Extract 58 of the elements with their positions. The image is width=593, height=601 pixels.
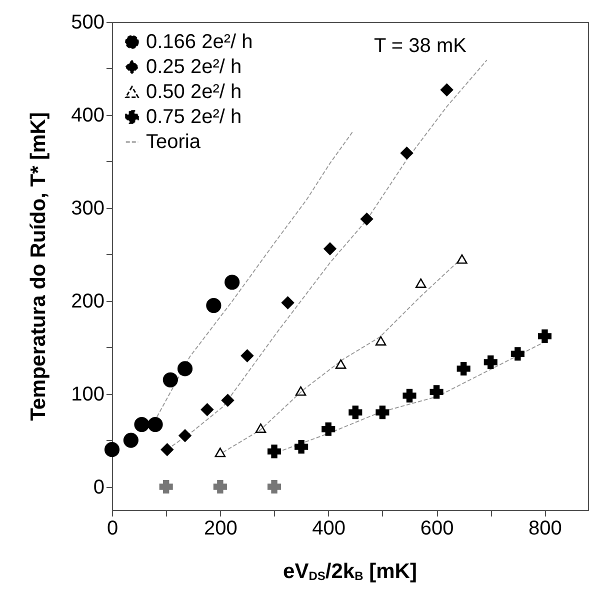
point [456,254,468,264]
point [178,429,192,442]
point [430,385,444,399]
y-tick-label: 300 [71,197,104,220]
point [162,372,178,388]
y-tick-label: 100 [71,383,104,406]
point [255,423,266,433]
x-tick-label: 800 [528,518,562,540]
point [268,444,282,458]
point [440,84,454,96]
point [221,394,234,407]
legend-label: 0.75 2e²/ h [146,106,242,128]
point [213,480,227,494]
legend-label: 0.50 2e²/ h [146,81,242,103]
point [177,361,193,376]
point [324,242,336,256]
x-tick-label: 400 [312,518,346,540]
point [415,278,426,288]
y-tick-label: 200 [71,290,104,312]
x-axis-title: eV$_{DS}$/2k$_{B}$ [mK] [282,560,418,584]
point [375,336,386,346]
point [281,296,294,310]
point [240,349,254,362]
point [400,146,414,160]
annotation: T = 38 mK [374,35,468,57]
point [134,416,150,432]
point [206,298,222,314]
y-tick-label: 400 [71,104,104,126]
x-tick-label: 600 [420,518,454,540]
point [295,386,306,396]
legend-label: 0.25 2e²/ h [146,56,242,78]
point [200,403,214,416]
point [348,406,362,420]
point [538,329,552,343]
point [123,432,138,448]
legend-label: Teoria [146,131,202,153]
point [510,347,524,361]
point [376,406,390,420]
point [294,440,308,454]
point [148,416,163,432]
x-tick-label: 200 [204,518,238,540]
y-tick-label: 0 [93,476,104,498]
y-axis-title: Temperatura do Ruído, T* [mK] [27,112,50,421]
point [214,448,226,458]
point [322,422,336,436]
x-tick-label: 0 [106,518,118,540]
point [268,480,282,494]
point [484,355,498,369]
point [159,480,173,494]
point [360,212,374,226]
point [160,443,174,456]
point [456,362,470,376]
point [104,442,120,458]
point [402,388,416,402]
point [335,359,346,369]
y-tick-label: 500 [71,12,104,34]
point [224,274,240,290]
legend-label: 0.166 2e²/ h [146,31,253,53]
